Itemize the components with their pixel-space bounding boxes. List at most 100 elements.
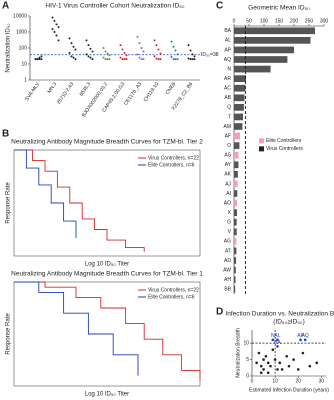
data-point (85, 53, 88, 56)
y-tick-label: AQ (224, 57, 231, 63)
y-tick-label: AY (225, 162, 232, 168)
data-point (108, 58, 111, 61)
data-point (174, 49, 177, 52)
data-point (172, 58, 175, 61)
data-point (176, 58, 179, 61)
point-label: AQ (302, 333, 309, 339)
step-curve (14, 281, 139, 376)
data-point (70, 42, 73, 45)
data-point (85, 39, 88, 42)
data-point (87, 44, 90, 47)
chart-title: Infection Duration vs. Neutralization Br… (225, 311, 334, 318)
x-axis-label: Log 10 ID₅₀ Titer (85, 392, 129, 398)
data-point (40, 58, 43, 61)
legend-swatch (259, 146, 264, 152)
data-point (51, 28, 54, 31)
step-curve (14, 149, 77, 238)
chart-title: Geometric Mean ID₅₀ (248, 5, 310, 12)
data-point (264, 354, 268, 358)
data-point (191, 53, 194, 56)
bar (234, 56, 288, 63)
x-tick-label: 20 (295, 378, 301, 384)
data-point (276, 345, 279, 348)
y-tick-label: AT (225, 248, 231, 254)
data-point (89, 47, 92, 50)
data-point (125, 54, 128, 57)
data-point (285, 354, 288, 358)
data-point (91, 58, 94, 61)
bar (234, 104, 244, 111)
bar (234, 132, 240, 140)
y-tick-label: 0 (246, 373, 249, 379)
data-point (68, 37, 71, 40)
data-point (140, 47, 143, 49)
data-point (91, 50, 94, 53)
data-point (170, 40, 173, 43)
panel-letter: B (2, 129, 9, 140)
bar (234, 171, 238, 178)
data-point (74, 58, 77, 61)
x-axis-label: Estimated Infection Duration (years) (249, 387, 329, 393)
bar (234, 75, 246, 82)
data-point (308, 364, 312, 368)
data-point (159, 52, 162, 55)
data-point (119, 44, 122, 47)
data-point (193, 55, 196, 58)
data-point (38, 58, 41, 61)
data-point (104, 58, 107, 61)
data-point (259, 371, 263, 375)
chart-title: Neutralizing Antibody Magnitude Breadth … (11, 139, 203, 146)
data-point (170, 55, 173, 58)
bar (234, 123, 243, 130)
bar (234, 113, 243, 121)
x-tick-label: 30 (319, 378, 325, 384)
point-label: AL (274, 333, 280, 339)
panel-letter: A (2, 1, 9, 12)
data-point (187, 57, 190, 60)
bar (234, 266, 236, 274)
data-point (280, 368, 284, 371)
bar (234, 65, 271, 73)
data-point (142, 50, 145, 53)
y-tick-label: AB (224, 95, 231, 101)
x-tick-label: 0 (251, 378, 254, 384)
x-tick-label: 25710-2.43 (56, 81, 76, 105)
y-tick-label: 100 (19, 45, 28, 51)
x-tick-label: CNE8 (165, 81, 178, 96)
data-point (138, 56, 141, 59)
x-tick-label: SVA-MLV (24, 81, 41, 102)
data-point (299, 338, 302, 342)
y-tick-label: AL (225, 38, 231, 44)
y-tick-label: G (227, 220, 231, 226)
bar (234, 151, 239, 159)
x-tick-label: 300 (320, 18, 329, 24)
data-point (255, 361, 258, 365)
step-curve (14, 149, 145, 252)
y-tick-label: AI (226, 191, 231, 197)
y-tick-label: T (228, 114, 231, 120)
data-point (57, 39, 60, 42)
data-point (172, 45, 175, 48)
data-point (125, 58, 128, 61)
y-tick-label: AP (224, 47, 231, 53)
y-axis-label: Response Rate (6, 182, 12, 224)
y-tick-label: BA (224, 28, 231, 34)
bar (234, 46, 294, 54)
data-point (121, 48, 124, 51)
data-point (262, 358, 265, 361)
data-point (87, 55, 90, 58)
x-tick-label: 6535.3 (79, 81, 93, 97)
y-tick-label: AF (225, 133, 231, 139)
data-point (123, 58, 126, 61)
chart-title: HIV-1 Virus Controller Cohort Neutraliza… (45, 3, 185, 10)
point-label: N (271, 333, 275, 339)
data-point (315, 361, 319, 365)
y-tick-label: AG (224, 239, 231, 245)
threshold-label: ID₅₀=38 (201, 52, 219, 58)
data-point (273, 358, 277, 361)
data-point (40, 55, 43, 58)
bar (234, 209, 237, 216)
data-point (278, 361, 282, 365)
data-point (106, 58, 109, 61)
legend-label: Virus Controllers, n=22 (148, 287, 199, 293)
